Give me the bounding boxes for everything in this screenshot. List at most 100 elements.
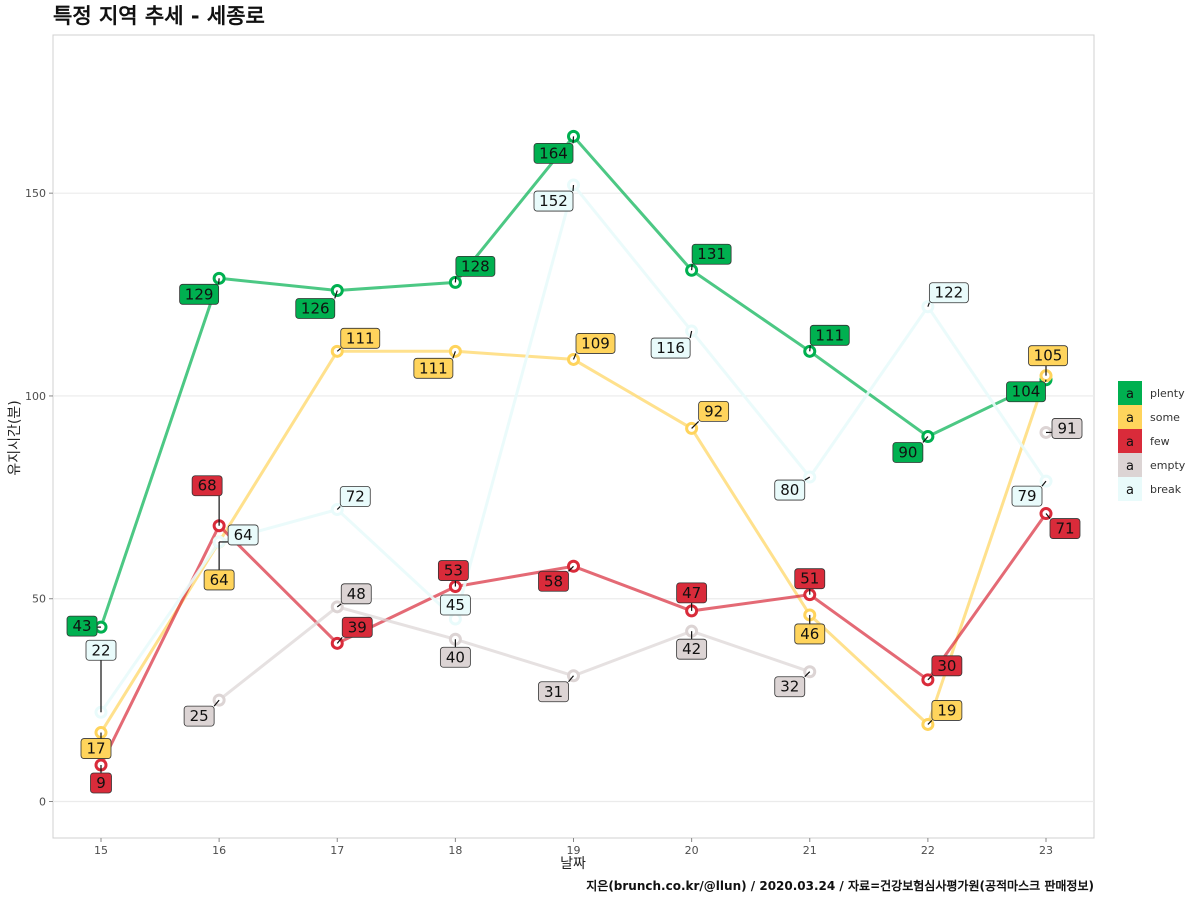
x-tick-label: 18 (448, 844, 462, 857)
data-label-empty: 91 (1057, 419, 1076, 437)
label-leader (572, 136, 575, 144)
data-label-box-few (1049, 518, 1081, 539)
legend-key-glyph: a (1126, 411, 1134, 426)
data-label-plenty: 128 (461, 257, 490, 275)
data-label-plenty: 111 (815, 326, 844, 344)
data-label-plenty: 131 (697, 245, 726, 263)
data-label-box-break (339, 486, 371, 507)
label-leader (1041, 480, 1047, 487)
legend-key-glyph: a (1126, 483, 1134, 498)
data-label-box-empty (676, 638, 708, 660)
label-leader (804, 476, 811, 481)
data-label-break: 22 (91, 641, 110, 659)
label-leader (691, 264, 693, 271)
legend: a plenty a some a few a empty a break (1118, 381, 1186, 501)
data-point-break (448, 612, 462, 626)
data-label-box-break (1011, 485, 1043, 507)
data-label-box-empty (340, 583, 372, 605)
label-leader (218, 278, 220, 285)
x-tick-label: 16 (212, 844, 226, 857)
data-label-box-some (80, 738, 112, 759)
data-label-box-few (341, 616, 373, 638)
x-tick-label: 19 (567, 844, 581, 857)
data-label-empty: 32 (780, 678, 799, 696)
data-label-box-few (794, 568, 826, 590)
data-label-some: 19 (937, 701, 956, 719)
label-leader (336, 506, 341, 510)
data-label-plenty: 104 (1012, 383, 1041, 401)
label-leader (334, 290, 338, 299)
data-label-box-few (191, 475, 223, 497)
data-label-box-some (794, 623, 826, 645)
data-label-break: 79 (1017, 487, 1036, 505)
data-label-box-few (437, 560, 469, 581)
data-label-few: 51 (800, 570, 819, 588)
data-label-few: 9 (96, 774, 106, 792)
label-leader (691, 420, 700, 429)
data-label-plenty: 43 (72, 617, 91, 635)
label-leader (927, 302, 930, 307)
x-axis-title: 날짜 (560, 856, 586, 872)
data-label-box-plenty (691, 243, 732, 265)
label-leader (927, 720, 933, 725)
label-leader (336, 347, 342, 352)
y-axis-title: 유지시간(분) (7, 400, 23, 475)
label-leader (452, 351, 456, 359)
data-label-plenty: 126 (301, 300, 330, 318)
y-tick-label: 0 (39, 796, 46, 809)
label-leader (213, 699, 220, 707)
data-label-empty: 42 (682, 640, 701, 658)
data-label-box-empty (774, 676, 806, 698)
label-leader (572, 353, 577, 360)
y-tick-label: 50 (32, 593, 46, 606)
legend-key-plenty (1118, 381, 1142, 405)
x-tick-label: 23 (1039, 844, 1053, 857)
data-label-empty: 40 (446, 648, 465, 666)
label-leader (1044, 379, 1047, 382)
grid-lines (53, 192, 1094, 803)
data-labels: 4312912612816413111190104176411111110992… (66, 136, 1083, 794)
label-leader (568, 565, 574, 572)
legend-label-some: some (1150, 411, 1180, 424)
legend-key-glyph: a (1126, 435, 1134, 450)
data-label-box-some (575, 333, 616, 354)
data-label-box-empty (538, 681, 569, 703)
label-leader (689, 330, 693, 339)
x-tick-label: 22 (921, 844, 935, 857)
y-axis-ticks: 0 50 100 150 (25, 187, 53, 809)
legend-key-few (1118, 429, 1142, 453)
data-label-box-empty (439, 646, 471, 668)
data-label-box-break (774, 479, 806, 501)
data-label-few: 47 (682, 584, 701, 602)
data-label-some: 111 (419, 359, 448, 377)
data-label-some: 109 (581, 334, 610, 352)
data-label-some: 105 (1034, 347, 1063, 365)
data-label-box-few (538, 570, 569, 592)
data-label-few: 58 (544, 572, 563, 590)
data-label-plenty: 129 (185, 285, 214, 303)
data-label-few: 53 (444, 562, 463, 580)
x-axis-ticks: 15 16 17 18 19 20 21 22 23 (94, 838, 1053, 857)
data-label-some: 64 (210, 571, 229, 589)
label-leader (1045, 513, 1051, 519)
plot-panel (52, 34, 1095, 839)
y-tick-label: 100 (25, 390, 46, 403)
data-label-plenty: 164 (539, 144, 568, 162)
data-label-some: 46 (800, 625, 819, 643)
label-leader (922, 436, 929, 443)
legend-label-break: break (1150, 483, 1182, 496)
data-label-box-some (340, 327, 381, 349)
data-label-break: 72 (346, 488, 365, 506)
data-label-few: 71 (1055, 520, 1074, 538)
data-label-box-break (533, 190, 574, 212)
data-label-box-few (90, 772, 112, 794)
data-label-some: 92 (704, 402, 723, 420)
data-label-box-plenty (1006, 381, 1046, 403)
data-label-break: 80 (780, 481, 799, 499)
data-label-box-break (227, 524, 259, 546)
chart-title: 특정 지역 추세 - 세종로 (53, 4, 265, 28)
y-tick-label: 150 (25, 187, 46, 200)
data-label-box-break (439, 594, 471, 616)
data-label-some: 17 (86, 740, 105, 758)
data-label-break: 152 (539, 192, 568, 210)
